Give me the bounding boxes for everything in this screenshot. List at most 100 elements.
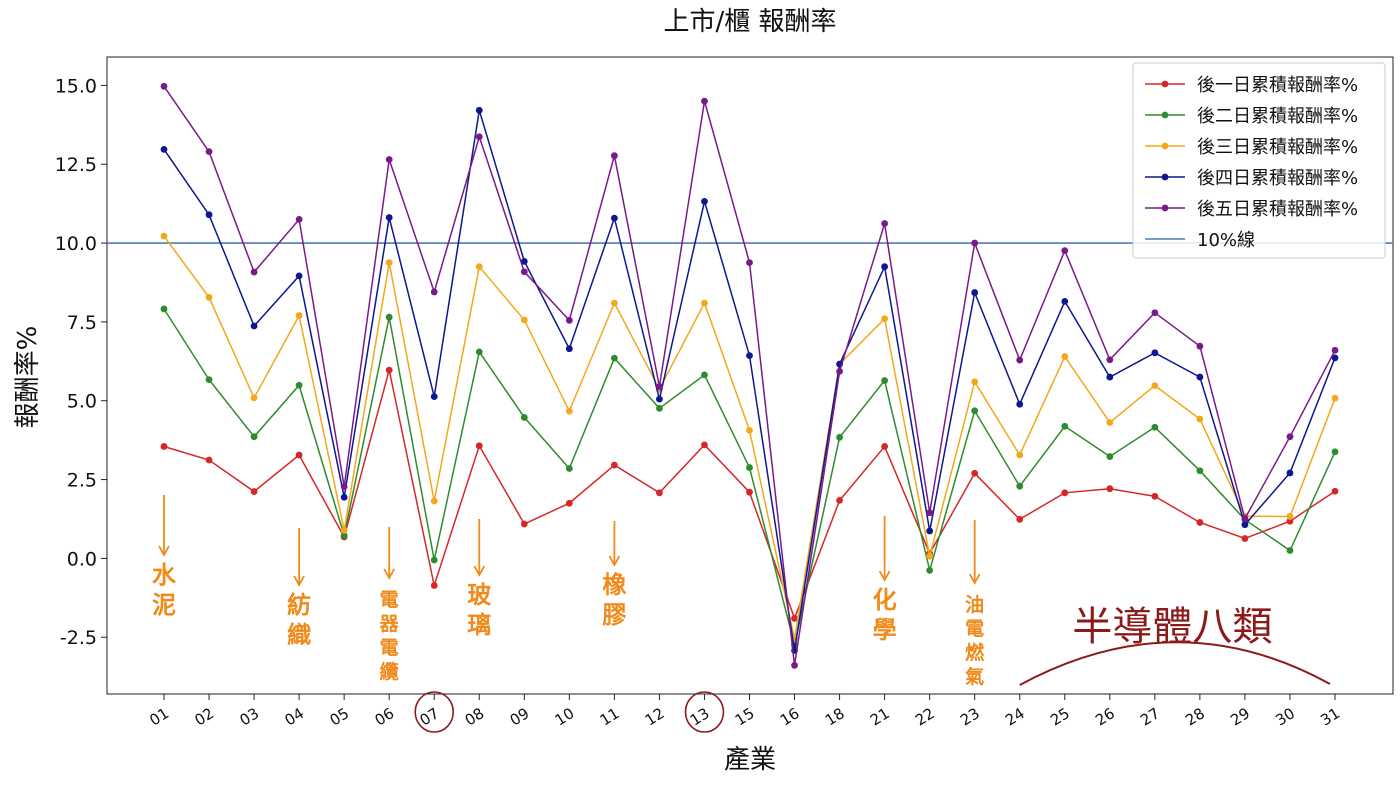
x-tick-label: 31 [1317, 704, 1343, 729]
legend-entry: 10%線 [1197, 230, 1255, 251]
series-2-point [656, 404, 663, 412]
series-5-point [1106, 356, 1114, 364]
series-5-point [385, 156, 393, 163]
legend-marker [1161, 111, 1169, 119]
bracket-label: 半導體八類 [1072, 604, 1272, 650]
annotation-label: 電器電纜 [379, 589, 400, 683]
x-axis-label: 產業 [724, 745, 776, 775]
series-3-point [1286, 513, 1294, 520]
series-4-point [565, 345, 573, 353]
series-5-point [1286, 433, 1294, 441]
series-5-point [926, 509, 934, 517]
y-axis-label: 報酬率% [13, 326, 43, 429]
series-1-point [791, 614, 798, 622]
series-2-point [1061, 422, 1069, 430]
series-3-point [1106, 419, 1114, 426]
series-5-point [1016, 356, 1024, 364]
series-5-point [430, 288, 438, 296]
series-5-point [881, 220, 889, 227]
series-1-point [250, 488, 258, 495]
series-2-point [610, 354, 618, 362]
x-tick-label: 05 [327, 704, 353, 729]
x-tick-label: 25 [1047, 704, 1073, 729]
series-3-point [250, 394, 258, 402]
series-4-point [475, 106, 483, 114]
series-5-point [971, 239, 979, 247]
y-tick-label: -2.5 [60, 627, 97, 649]
series-1-point [1286, 517, 1294, 525]
x-tick-label: 24 [1002, 704, 1028, 729]
series-5-point [1331, 346, 1339, 354]
series-4-point [1106, 373, 1114, 381]
series-4-point [295, 272, 303, 280]
legend-entry: 後一日累積報酬率% [1197, 75, 1358, 96]
series-2-point [250, 433, 258, 441]
series-5-point [701, 97, 708, 105]
series-3-point [565, 407, 573, 415]
legend-entry: 後四日累積報酬率% [1197, 168, 1358, 189]
series-4-point [1286, 469, 1294, 477]
series-1-point [1241, 535, 1249, 542]
series-4-point [1151, 349, 1159, 357]
series-5-point [295, 216, 303, 223]
series-4-point [881, 263, 889, 271]
series-4-point [746, 352, 753, 360]
series-3-point [205, 293, 213, 301]
series-1-point [1331, 487, 1339, 495]
series-3-point [881, 315, 889, 323]
series-4-point [250, 322, 258, 330]
series-1-point [1061, 489, 1069, 497]
annotation-arrowhead [158, 545, 170, 557]
series-2-point [701, 371, 708, 379]
series-3-point [1196, 415, 1204, 423]
x-tick-label: 18 [822, 704, 848, 729]
series-5-point [340, 483, 348, 490]
series-2-point [565, 465, 573, 472]
legend-entry: 後二日累積報酬率% [1197, 106, 1358, 127]
annotations: 水泥 紡織 電器電纜 玻璃 橡膠 化學 油電燃氣 半導體八類 [152, 495, 1331, 733]
series-5-point [656, 383, 663, 390]
series-2-point [836, 433, 843, 441]
series-4-point [205, 211, 213, 219]
series-3-point [746, 426, 753, 434]
series-1-point [701, 441, 708, 449]
series-2-point [1331, 448, 1339, 456]
x-tick-label: 21 [867, 704, 893, 729]
circle-highlight [414, 691, 455, 733]
series-1-point [836, 496, 843, 504]
series-5-point [836, 368, 843, 375]
series-4-point [160, 145, 168, 153]
series-5-point [160, 82, 168, 90]
y-tick-label: 7.5 [67, 312, 97, 334]
annotation-label: 水泥 [152, 561, 177, 619]
series-4-point [926, 527, 934, 535]
legend: 後一日累積報酬率% 後二日累積報酬率% 後三日累積報酬率% 後四日累積報酬率% 後五日累… [1132, 62, 1386, 259]
series-2-point [205, 376, 213, 383]
x-tick-label: 02 [191, 704, 217, 729]
series-3-point [340, 526, 348, 534]
series-3-point [971, 378, 979, 386]
x-tick-label: 23 [957, 704, 983, 729]
series-5-point [1061, 247, 1069, 255]
x-tick-label: 08 [462, 704, 488, 729]
x-tick-label: 30 [1272, 704, 1298, 729]
series-5-point [610, 152, 618, 160]
series-1-point [881, 443, 889, 450]
series-2-point [1286, 547, 1294, 554]
legend-entry: 後五日累積報酬率% [1197, 199, 1358, 220]
legend-marker [1161, 173, 1169, 181]
x-tick-label: 03 [236, 704, 262, 729]
y-tick-label: 15.0 [55, 75, 97, 97]
annotation-arrowhead [608, 555, 621, 567]
x-tick-label: 06 [372, 704, 398, 729]
series-3-point [295, 312, 303, 319]
series-1-point [1196, 519, 1204, 526]
series-4-point [1196, 373, 1204, 381]
x-tick-label: 01 [146, 704, 172, 729]
series-2-point [385, 313, 393, 321]
y-tick-label: 0.0 [67, 548, 97, 570]
y-tick-label: 10.0 [55, 233, 97, 255]
series-2-point [340, 532, 348, 540]
